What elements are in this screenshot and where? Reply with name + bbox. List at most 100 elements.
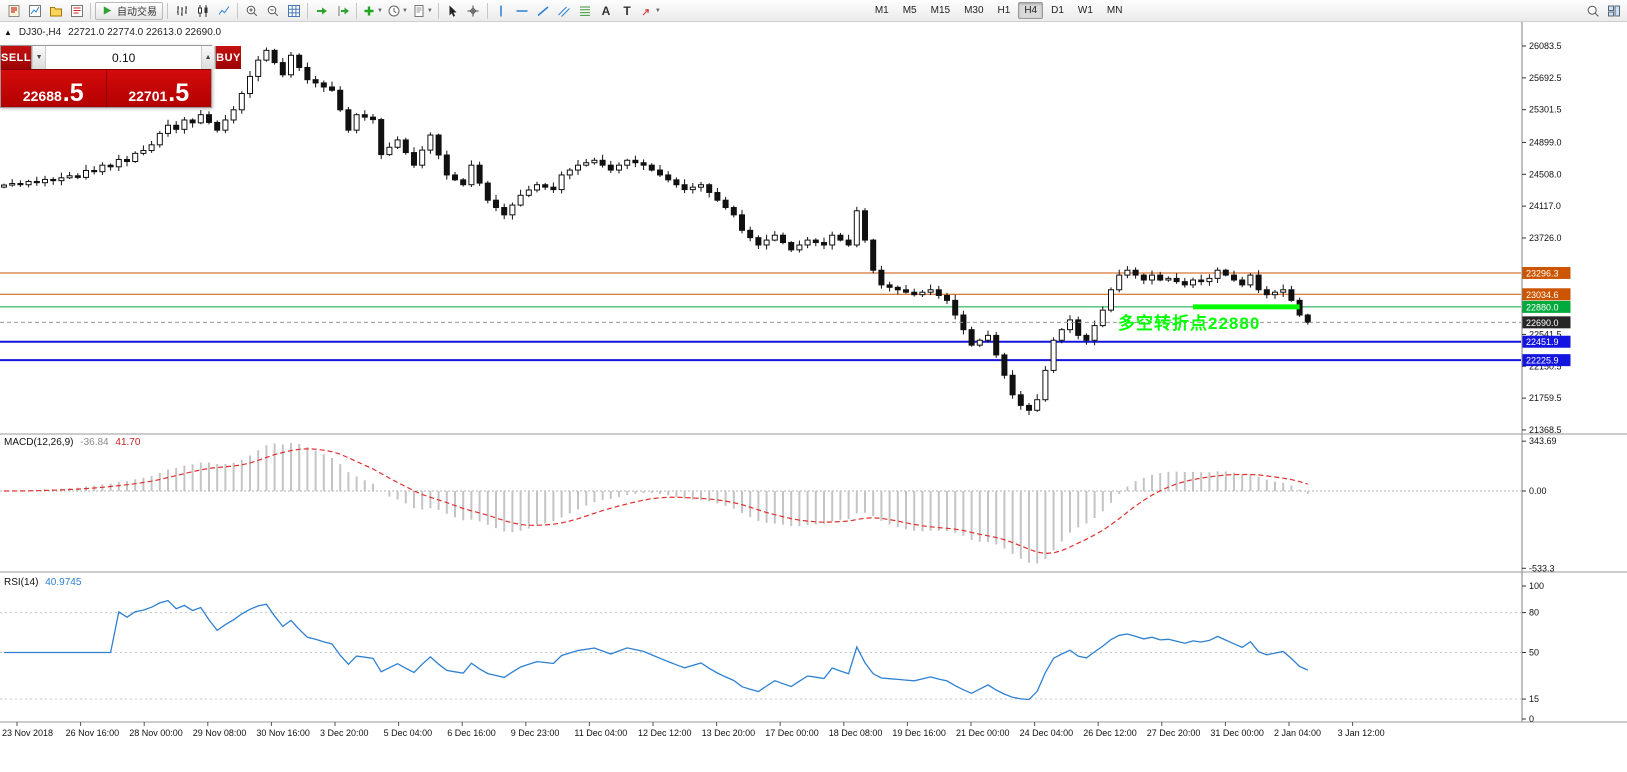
sell-price[interactable]: 22688 .5 <box>1 70 106 107</box>
trendline-icon[interactable] <box>534 2 553 20</box>
svg-text:25301.5: 25301.5 <box>1529 105 1562 115</box>
buy-price-main: 22701 <box>128 88 168 104</box>
chart-title: ▲ DJ30-,H4 22721.0 22774.0 22613.0 22690… <box>4 27 221 38</box>
bar-chart-icon[interactable] <box>172 2 191 20</box>
svg-text:25692.5: 25692.5 <box>1529 73 1562 83</box>
svg-text:24117.0: 24117.0 <box>1529 201 1561 211</box>
crosshair-icon[interactable] <box>464 2 483 20</box>
svg-text:22690.0: 22690.0 <box>1526 318 1559 328</box>
lot-increase-button[interactable]: ▲ <box>201 46 216 69</box>
indicators-icon[interactable]: ▼ <box>361 2 384 20</box>
timeframe-W1-button[interactable]: W1 <box>1077 5 1093 16</box>
svg-text:21759.5: 21759.5 <box>1529 393 1562 403</box>
zoom-in-icon[interactable] <box>242 2 261 20</box>
svg-text:24 Dec 04:00: 24 Dec 04:00 <box>1020 728 1074 738</box>
fibonacci-icon[interactable] <box>576 2 595 20</box>
svg-text:22541.5: 22541.5 <box>1529 329 1562 339</box>
svg-text:80: 80 <box>1529 608 1539 618</box>
timeframe-M5-button[interactable]: M5 <box>902 5 917 16</box>
svg-text:18 Dec 08:00: 18 Dec 08:00 <box>829 728 883 738</box>
cursor-icon[interactable] <box>443 2 462 20</box>
collapse-trade-panel-icon[interactable]: ▲ <box>4 28 12 37</box>
timeframe-H1-button[interactable]: H1 <box>997 5 1011 16</box>
svg-text:5 Dec 04:00: 5 Dec 04:00 <box>384 728 433 738</box>
svg-text:26083.5: 26083.5 <box>1529 41 1562 51</box>
candlestick-chart-icon[interactable] <box>193 2 212 20</box>
buy-price-pips: .5 <box>168 79 190 107</box>
periods-icon[interactable]: ▼ <box>386 2 409 20</box>
search-icon[interactable] <box>1583 2 1602 20</box>
sell-price-pips: .5 <box>62 79 84 107</box>
profiles-icon[interactable] <box>46 2 65 20</box>
equidistant-channel-icon[interactable] <box>555 2 574 20</box>
new-chart-icon[interactable] <box>25 2 44 20</box>
rsi-value: 40.9745 <box>45 577 82 588</box>
lot-size-control: ▼ ▲ <box>31 46 217 69</box>
svg-text:9 Dec 23:00: 9 Dec 23:00 <box>511 728 560 738</box>
horizontal-line-icon[interactable] <box>513 2 532 20</box>
svg-text:22225.9: 22225.9 <box>1526 356 1559 366</box>
market-watch-icon[interactable] <box>67 2 86 20</box>
lot-size-input[interactable] <box>46 46 202 69</box>
svg-text:0.00: 0.00 <box>1529 486 1547 496</box>
buy-price[interactable]: 22701 .5 <box>105 70 211 107</box>
auto-trading-button[interactable]: 自动交易 <box>95 1 163 20</box>
svg-text:26 Nov 16:00: 26 Nov 16:00 <box>66 728 120 738</box>
svg-text:22451.9: 22451.9 <box>1526 337 1559 347</box>
sell-price-main: 22688 <box>22 88 62 104</box>
svg-text:21368.5: 21368.5 <box>1529 425 1562 435</box>
macd-main-value: -36.84 <box>80 437 109 448</box>
chart-ohlc-values: 22721.0 22774.0 22613.0 22690.0 <box>68 27 222 38</box>
timeframe-D1-button[interactable]: D1 <box>1051 5 1064 16</box>
rsi-name: RSI(14) <box>4 577 39 588</box>
grid-icon[interactable] <box>284 2 303 20</box>
main-toolbar: 自动交易 ▼ ▼ ▼ A T ▼ M1 M5 M15 M30 H1 H4 D1 W1 MN <box>0 0 1627 22</box>
svg-text:26 Dec 12:00: 26 Dec 12:00 <box>1083 728 1137 738</box>
svg-text:15: 15 <box>1529 694 1539 704</box>
timeframe-MN-button[interactable]: MN <box>1106 5 1123 16</box>
toolbar-separator <box>356 2 357 19</box>
one-click-trading-panel: SELL ▼ ▲ BUY 22688 .5 22701 .5 <box>0 45 241 108</box>
timeframe-M1-button[interactable]: M1 <box>874 5 889 16</box>
auto-scroll-icon[interactable] <box>312 2 331 20</box>
svg-text:17 Dec 00:00: 17 Dec 00:00 <box>765 728 819 738</box>
svg-text:19 Dec 16:00: 19 Dec 16:00 <box>892 728 946 738</box>
text-icon[interactable]: A <box>597 2 616 20</box>
svg-text:3 Jan 12:00: 3 Jan 12:00 <box>1338 728 1385 738</box>
buy-button[interactable]: BUY <box>216 46 241 69</box>
line-chart-icon[interactable] <box>214 2 233 20</box>
text-label-icon[interactable]: T <box>618 2 637 20</box>
svg-text:24899.0: 24899.0 <box>1529 137 1562 147</box>
toolbar-separator <box>486 2 488 19</box>
svg-text:13 Dec 20:00: 13 Dec 20:00 <box>702 728 756 738</box>
timeframe-M15-button[interactable]: M15 <box>930 5 951 16</box>
svg-text:3 Dec 20:00: 3 Dec 20:00 <box>320 728 369 738</box>
svg-text:11 Dec 04:00: 11 Dec 04:00 <box>574 728 627 738</box>
svg-text:22880.0: 22880.0 <box>1526 302 1559 312</box>
svg-text:29 Nov 08:00: 29 Nov 08:00 <box>193 728 247 738</box>
svg-text:24508.0: 24508.0 <box>1529 169 1562 179</box>
sell-button[interactable]: SELL <box>1 46 32 69</box>
new-order-icon[interactable] <box>4 2 23 20</box>
svg-text:23 Nov 2018: 23 Nov 2018 <box>2 728 53 738</box>
timeframe-M30-button[interactable]: M30 <box>964 5 984 16</box>
lot-decrease-button[interactable]: ▼ <box>32 46 47 69</box>
templates-icon[interactable]: ▼ <box>411 2 434 20</box>
svg-text:28 Nov 00:00: 28 Nov 00:00 <box>129 728 183 738</box>
svg-text:27 Dec 20:00: 27 Dec 20:00 <box>1147 728 1201 738</box>
chart-text-annotation[interactable]: 多空转折点22880 <box>1118 314 1261 333</box>
svg-text:6 Dec 16:00: 6 Dec 16:00 <box>447 728 496 738</box>
toolbar-separator <box>90 2 91 19</box>
svg-text:21 Dec 00:00: 21 Dec 00:00 <box>956 728 1010 738</box>
window-layout-icon[interactable] <box>1604 2 1623 20</box>
svg-text:22150.5: 22150.5 <box>1529 361 1562 371</box>
svg-text:31 Dec 00:00: 31 Dec 00:00 <box>1210 728 1264 738</box>
chart-symbol-period: DJ30-,H4 <box>18 27 62 38</box>
arrow-tools-icon[interactable]: ▼ <box>639 2 662 20</box>
vertical-line-icon[interactable] <box>492 2 511 20</box>
zoom-out-icon[interactable] <box>263 2 282 20</box>
svg-text:T: T <box>624 4 632 18</box>
timeframe-H4-button[interactable]: H4 <box>1018 2 1044 19</box>
chart-shift-icon[interactable] <box>333 2 352 20</box>
